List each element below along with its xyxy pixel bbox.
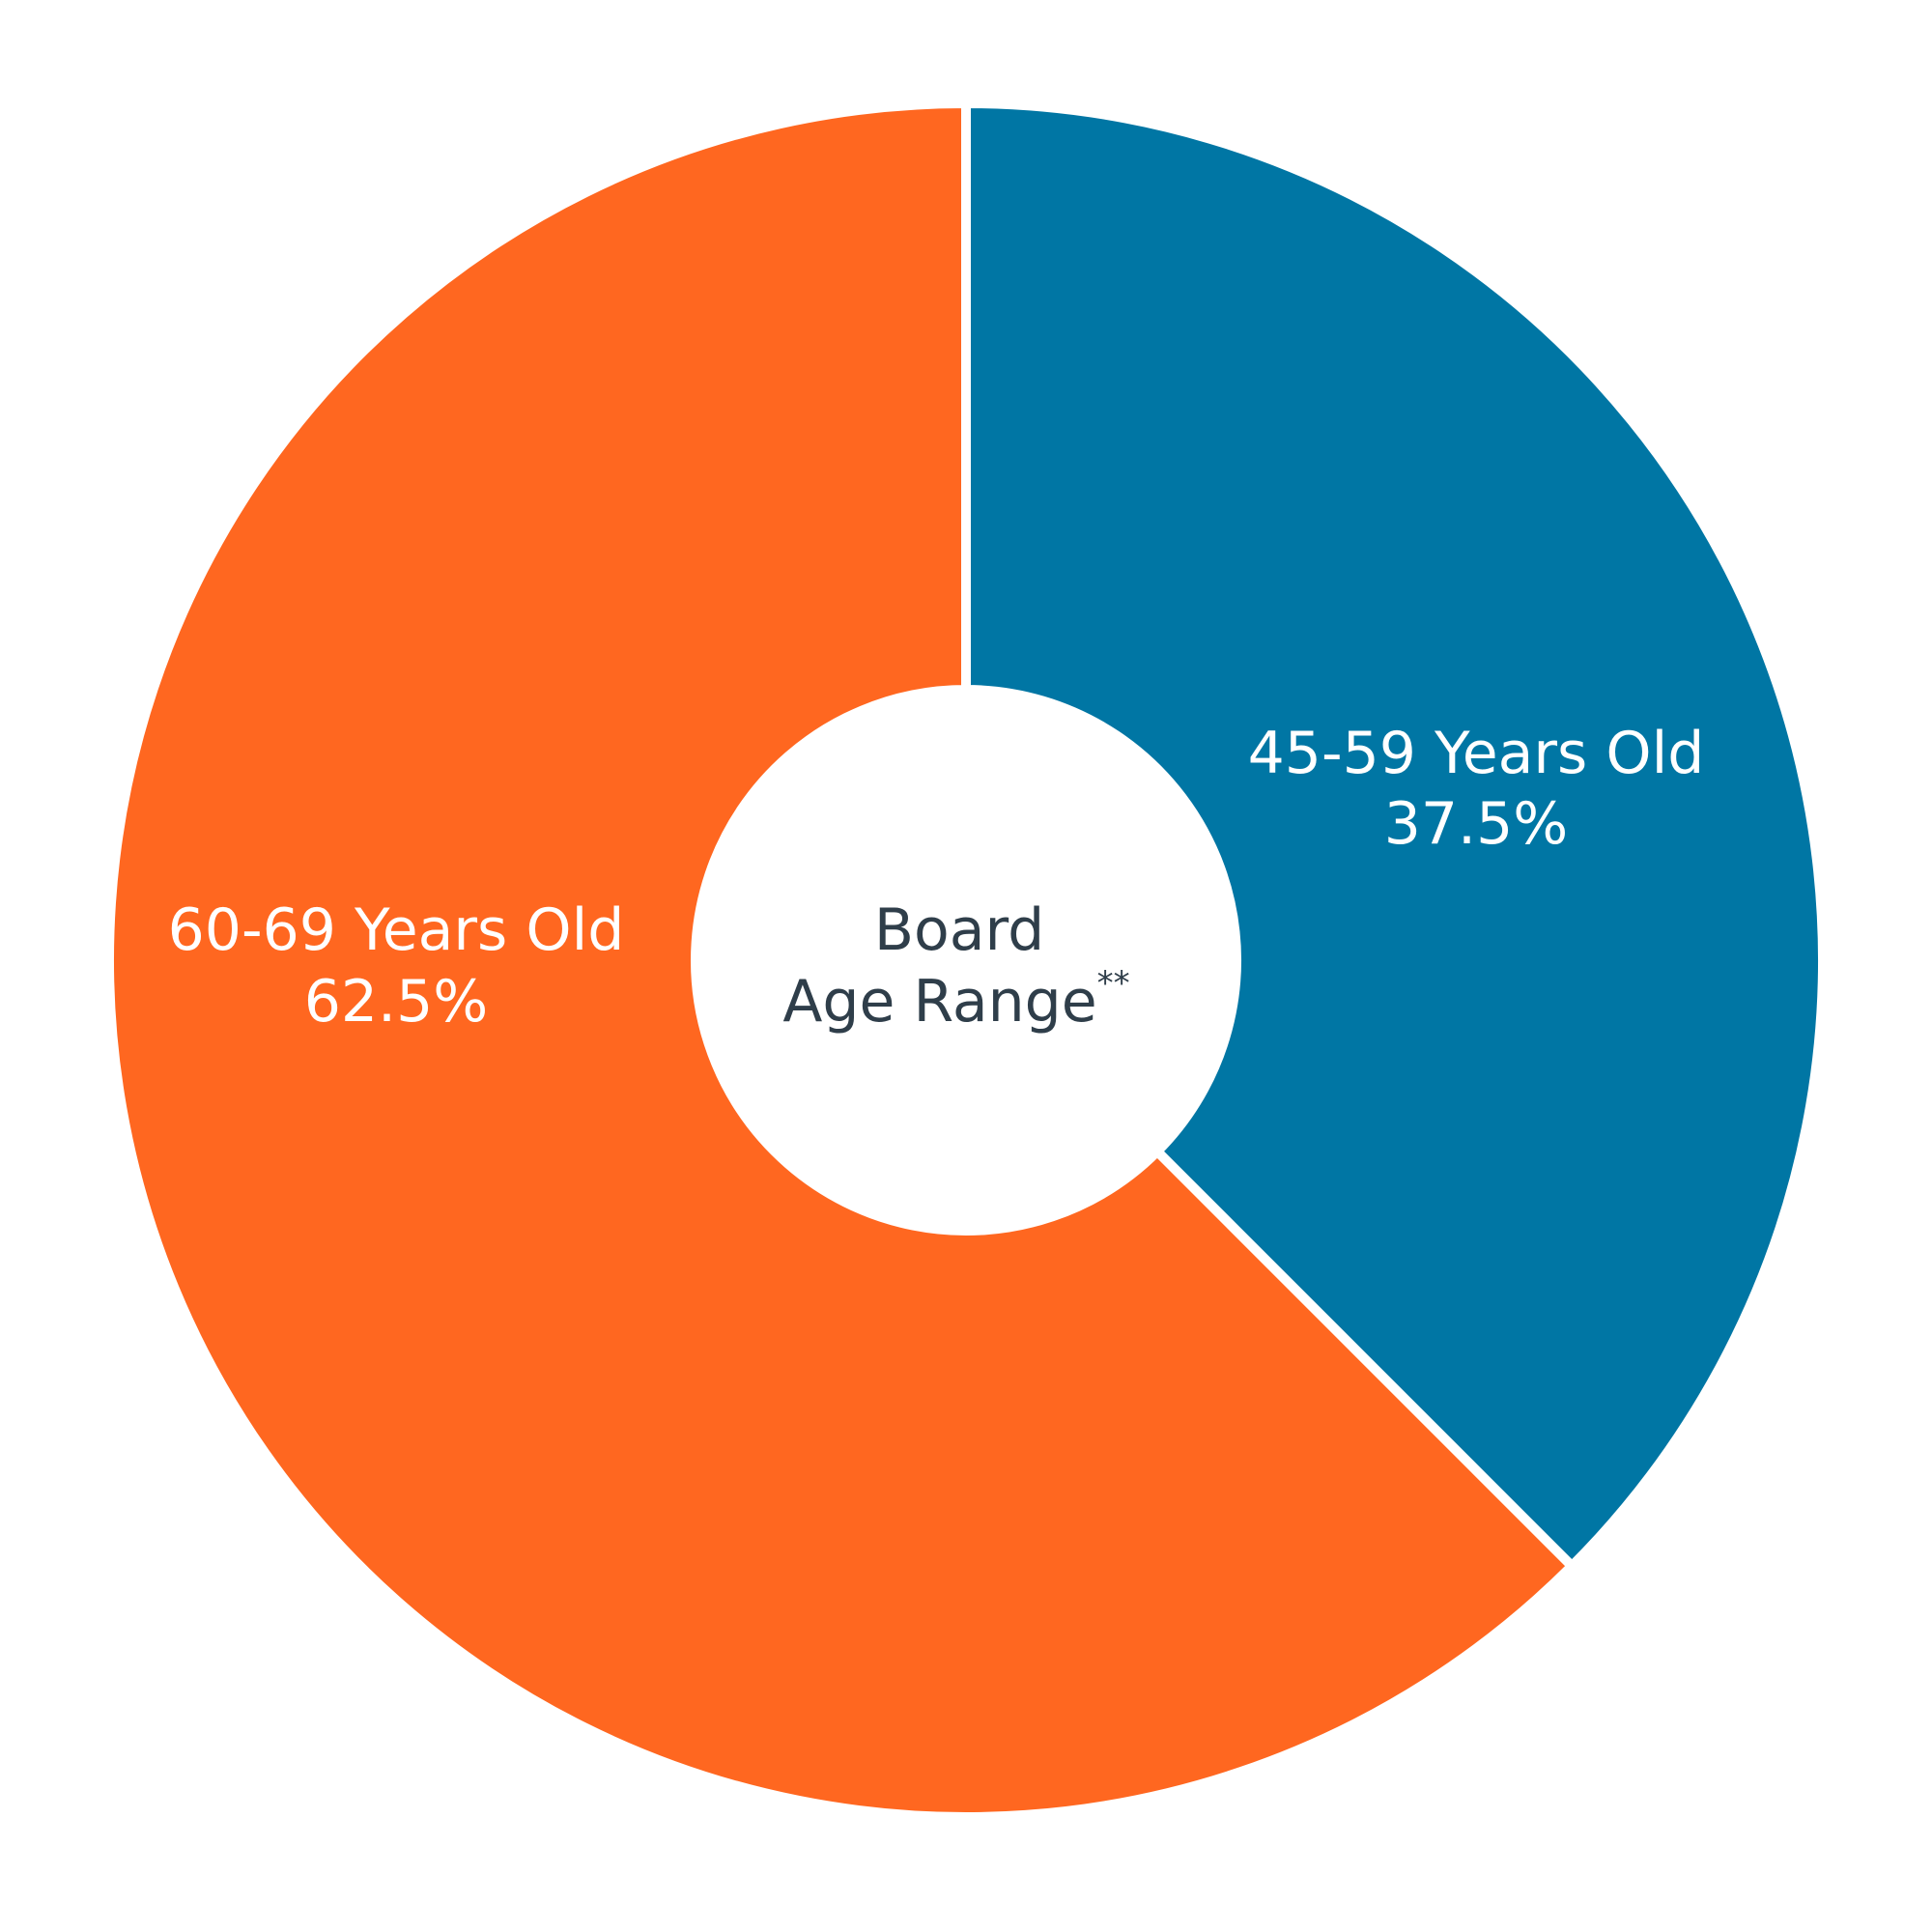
center-title-line2-text: Age Range — [782, 968, 1096, 1036]
slice-60-69 — [104, 98, 1579, 1822]
footnote-marker: ** — [1097, 964, 1130, 1003]
segment-value-60-69: 62.5% — [304, 968, 489, 1036]
segment-label-60-69: 60-69 Years Old — [168, 896, 625, 964]
center-title-line1: Board — [874, 896, 1044, 964]
segment-value-45-59: 37.5% — [1384, 790, 1569, 858]
segment-label-45-59: 45-59 Years Old — [1248, 720, 1705, 787]
center-title-line2: Age Range** — [782, 964, 1129, 1036]
slice-45-59 — [961, 98, 1828, 1574]
